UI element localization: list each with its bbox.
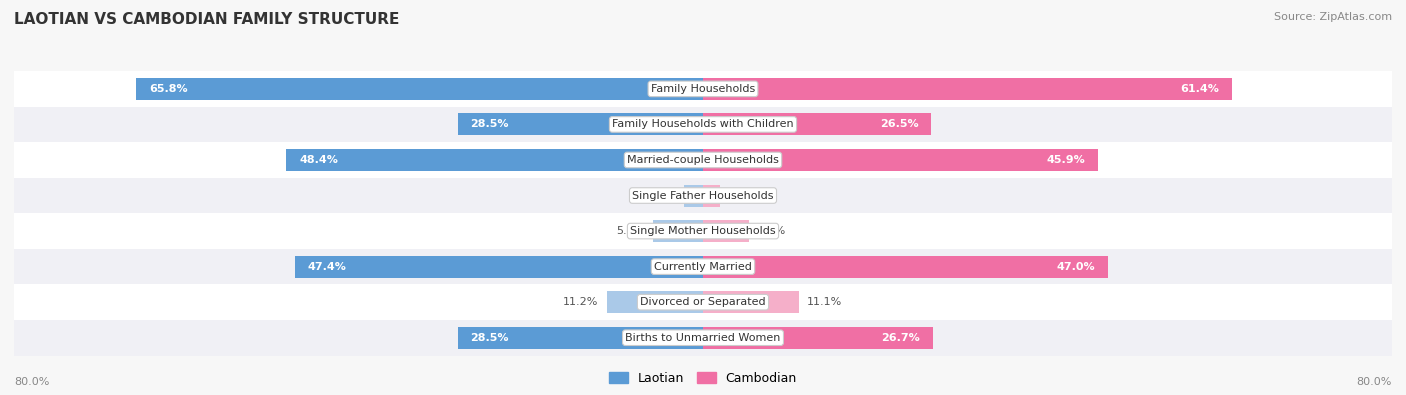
Text: 28.5%: 28.5% [471, 333, 509, 343]
Bar [652, 220, 703, 242]
Text: Married-couple Households: Married-couple Households [627, 155, 779, 165]
Bar [703, 291, 799, 313]
Text: 2.2%: 2.2% [647, 190, 675, 201]
Text: 11.2%: 11.2% [562, 297, 598, 307]
Text: 5.8%: 5.8% [616, 226, 644, 236]
Text: Family Households: Family Households [651, 84, 755, 94]
Text: 61.4%: 61.4% [1180, 84, 1219, 94]
Bar [703, 184, 720, 207]
FancyBboxPatch shape [10, 178, 1396, 213]
Bar [295, 256, 703, 278]
Bar [703, 78, 1232, 100]
FancyBboxPatch shape [10, 71, 1396, 107]
Text: Single Father Households: Single Father Households [633, 190, 773, 201]
Text: 26.7%: 26.7% [882, 333, 920, 343]
Text: Currently Married: Currently Married [654, 261, 752, 272]
Bar [703, 149, 1098, 171]
Text: 11.1%: 11.1% [807, 297, 842, 307]
Text: 47.4%: 47.4% [308, 261, 347, 272]
Bar [287, 149, 703, 171]
Text: 2.0%: 2.0% [728, 190, 758, 201]
Text: 48.4%: 48.4% [299, 155, 337, 165]
Legend: Laotian, Cambodian: Laotian, Cambodian [609, 372, 797, 385]
Bar [606, 291, 703, 313]
FancyBboxPatch shape [10, 142, 1396, 178]
Bar [703, 113, 931, 135]
Text: Source: ZipAtlas.com: Source: ZipAtlas.com [1274, 12, 1392, 22]
Bar [703, 220, 748, 242]
FancyBboxPatch shape [10, 320, 1396, 356]
Text: 80.0%: 80.0% [1357, 377, 1392, 387]
Bar [457, 327, 703, 349]
FancyBboxPatch shape [10, 107, 1396, 142]
Text: 65.8%: 65.8% [149, 84, 188, 94]
Bar [685, 184, 703, 207]
Text: 80.0%: 80.0% [14, 377, 49, 387]
Text: Divorced or Separated: Divorced or Separated [640, 297, 766, 307]
Text: 26.5%: 26.5% [880, 119, 918, 130]
Text: LAOTIAN VS CAMBODIAN FAMILY STRUCTURE: LAOTIAN VS CAMBODIAN FAMILY STRUCTURE [14, 12, 399, 27]
Text: 45.9%: 45.9% [1046, 155, 1085, 165]
Text: 28.5%: 28.5% [471, 119, 509, 130]
Bar [457, 113, 703, 135]
Text: Single Mother Households: Single Mother Households [630, 226, 776, 236]
Bar [703, 327, 934, 349]
Text: Family Households with Children: Family Households with Children [612, 119, 794, 130]
Text: Births to Unmarried Women: Births to Unmarried Women [626, 333, 780, 343]
Bar [136, 78, 703, 100]
FancyBboxPatch shape [10, 249, 1396, 284]
FancyBboxPatch shape [10, 284, 1396, 320]
Text: 47.0%: 47.0% [1056, 261, 1095, 272]
FancyBboxPatch shape [10, 213, 1396, 249]
Text: 5.3%: 5.3% [758, 226, 786, 236]
Bar [703, 256, 1108, 278]
